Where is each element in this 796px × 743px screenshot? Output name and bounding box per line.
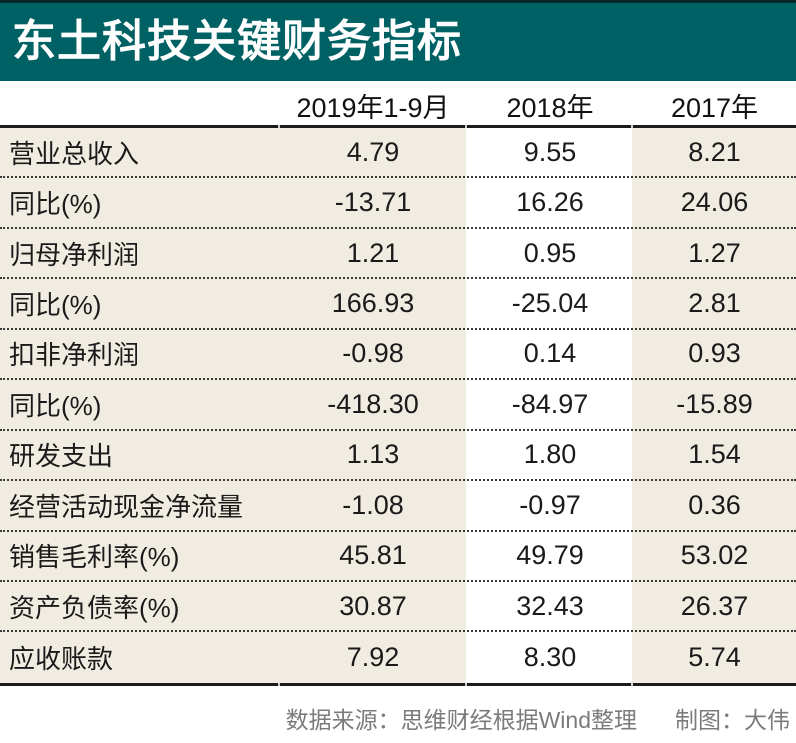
row-value: 30.87 — [339, 590, 407, 621]
credit-text: 制图：大伟 — [675, 707, 790, 733]
border-gap — [631, 125, 633, 128]
table-row: 同比(%) -418.30 -84.97 -15.89 — [0, 380, 796, 431]
table-bottom-border — [0, 683, 796, 686]
row-value: 0.93 — [688, 338, 741, 369]
border-gap — [278, 125, 280, 128]
row-value: -1.08 — [342, 489, 404, 520]
table-row: 经营活动现金净流量 -1.08 -0.97 0.36 — [0, 481, 796, 532]
table-row: 销售毛利率(%) 45.81 49.79 53.02 — [0, 532, 796, 582]
row-value: -13.71 — [334, 187, 412, 218]
footer: 数据来源：思维财经根据Wind整理 制图：大伟 — [0, 701, 796, 735]
row-value: 5.74 — [688, 642, 741, 673]
border-gap — [278, 683, 280, 686]
row-value: 1.80 — [523, 439, 577, 470]
border-gap — [631, 683, 633, 686]
table-row: 同比(%) 166.93 -25.04 2.81 — [0, 279, 796, 330]
border-gap — [465, 125, 467, 128]
column-header-2019: 2019年1-9月 — [296, 92, 450, 123]
row-value: 9.55 — [523, 136, 577, 167]
row-value: 1.54 — [688, 439, 741, 470]
column-header-2018: 2018年 — [506, 92, 594, 123]
row-value: -418.30 — [327, 388, 419, 419]
table-rows: 营业总收入 4.79 9.55 8.21 同比(%) -13.71 16.26 … — [0, 128, 796, 683]
row-value: -84.97 — [511, 388, 589, 419]
table-row: 资产负债率(%) 30.87 32.43 26.37 — [0, 582, 796, 633]
row-value: 0.95 — [523, 237, 577, 268]
row-value: 1.27 — [688, 237, 741, 268]
border-gap — [465, 683, 467, 686]
column-header-row: 2019年1-9月 2018年 2017年 — [0, 85, 796, 125]
row-value: 32.43 — [516, 590, 584, 621]
table-top-border — [0, 125, 796, 128]
row-value: 4.79 — [346, 136, 400, 167]
row-label: 经营活动现金净流量 — [9, 491, 244, 522]
row-value: 16.26 — [516, 187, 584, 218]
row-value: 26.37 — [680, 590, 749, 621]
row-label: 研发支出 — [9, 441, 114, 472]
row-label: 同比(%) — [9, 290, 102, 321]
table-row: 归母净利润 1.21 0.95 1.27 — [0, 229, 796, 280]
row-value: 2.81 — [688, 288, 741, 319]
table-row: 扣非净利润 -0.98 0.14 0.93 — [0, 330, 796, 381]
table-row: 同比(%) -13.71 16.26 24.06 — [0, 178, 796, 229]
table-row: 营业总收入 4.79 9.55 8.21 — [0, 128, 796, 179]
highlight-column-background — [466, 128, 632, 683]
row-value: -25.04 — [511, 288, 589, 319]
row-value: 24.06 — [680, 187, 749, 218]
row-value: 0.14 — [523, 338, 577, 369]
column-header-2017: 2017年 — [670, 92, 759, 123]
title-bar: 东土科技关键财务指标 — [0, 0, 796, 81]
row-value: 166.93 — [331, 288, 415, 319]
table-row: 应收账款 7.92 8.30 5.74 — [0, 632, 796, 682]
row-value: -15.89 — [676, 388, 753, 419]
row-label: 扣非净利润 — [9, 340, 140, 371]
row-label: 应收账款 — [9, 644, 114, 675]
row-value: 1.13 — [346, 439, 400, 470]
row-value: 49.79 — [516, 540, 584, 571]
row-value: 45.81 — [339, 540, 407, 571]
table-body: 营业总收入 4.79 9.55 8.21 同比(%) -13.71 16.26 … — [0, 128, 796, 683]
row-value: 7.92 — [346, 642, 400, 673]
row-label: 销售毛利率(%) — [9, 542, 180, 573]
row-label: 同比(%) — [9, 189, 102, 220]
table-row: 研发支出 1.13 1.80 1.54 — [0, 431, 796, 482]
row-value: 0.36 — [688, 489, 741, 520]
row-value: -0.97 — [519, 489, 581, 520]
page-title: 东土科技关键财务指标 — [12, 17, 462, 66]
row-label: 营业总收入 — [9, 138, 140, 169]
data-source-text: 数据来源：思维财经根据Wind整理 — [285, 707, 637, 733]
row-value: 8.21 — [688, 136, 741, 167]
row-value: 1.21 — [346, 237, 400, 268]
row-label: 资产负债率(%) — [9, 592, 180, 623]
row-label: 同比(%) — [9, 390, 102, 421]
row-label: 归母净利润 — [9, 239, 140, 270]
row-value: 53.02 — [680, 540, 749, 571]
row-value: -0.98 — [342, 338, 404, 369]
row-value: 8.30 — [523, 642, 577, 673]
